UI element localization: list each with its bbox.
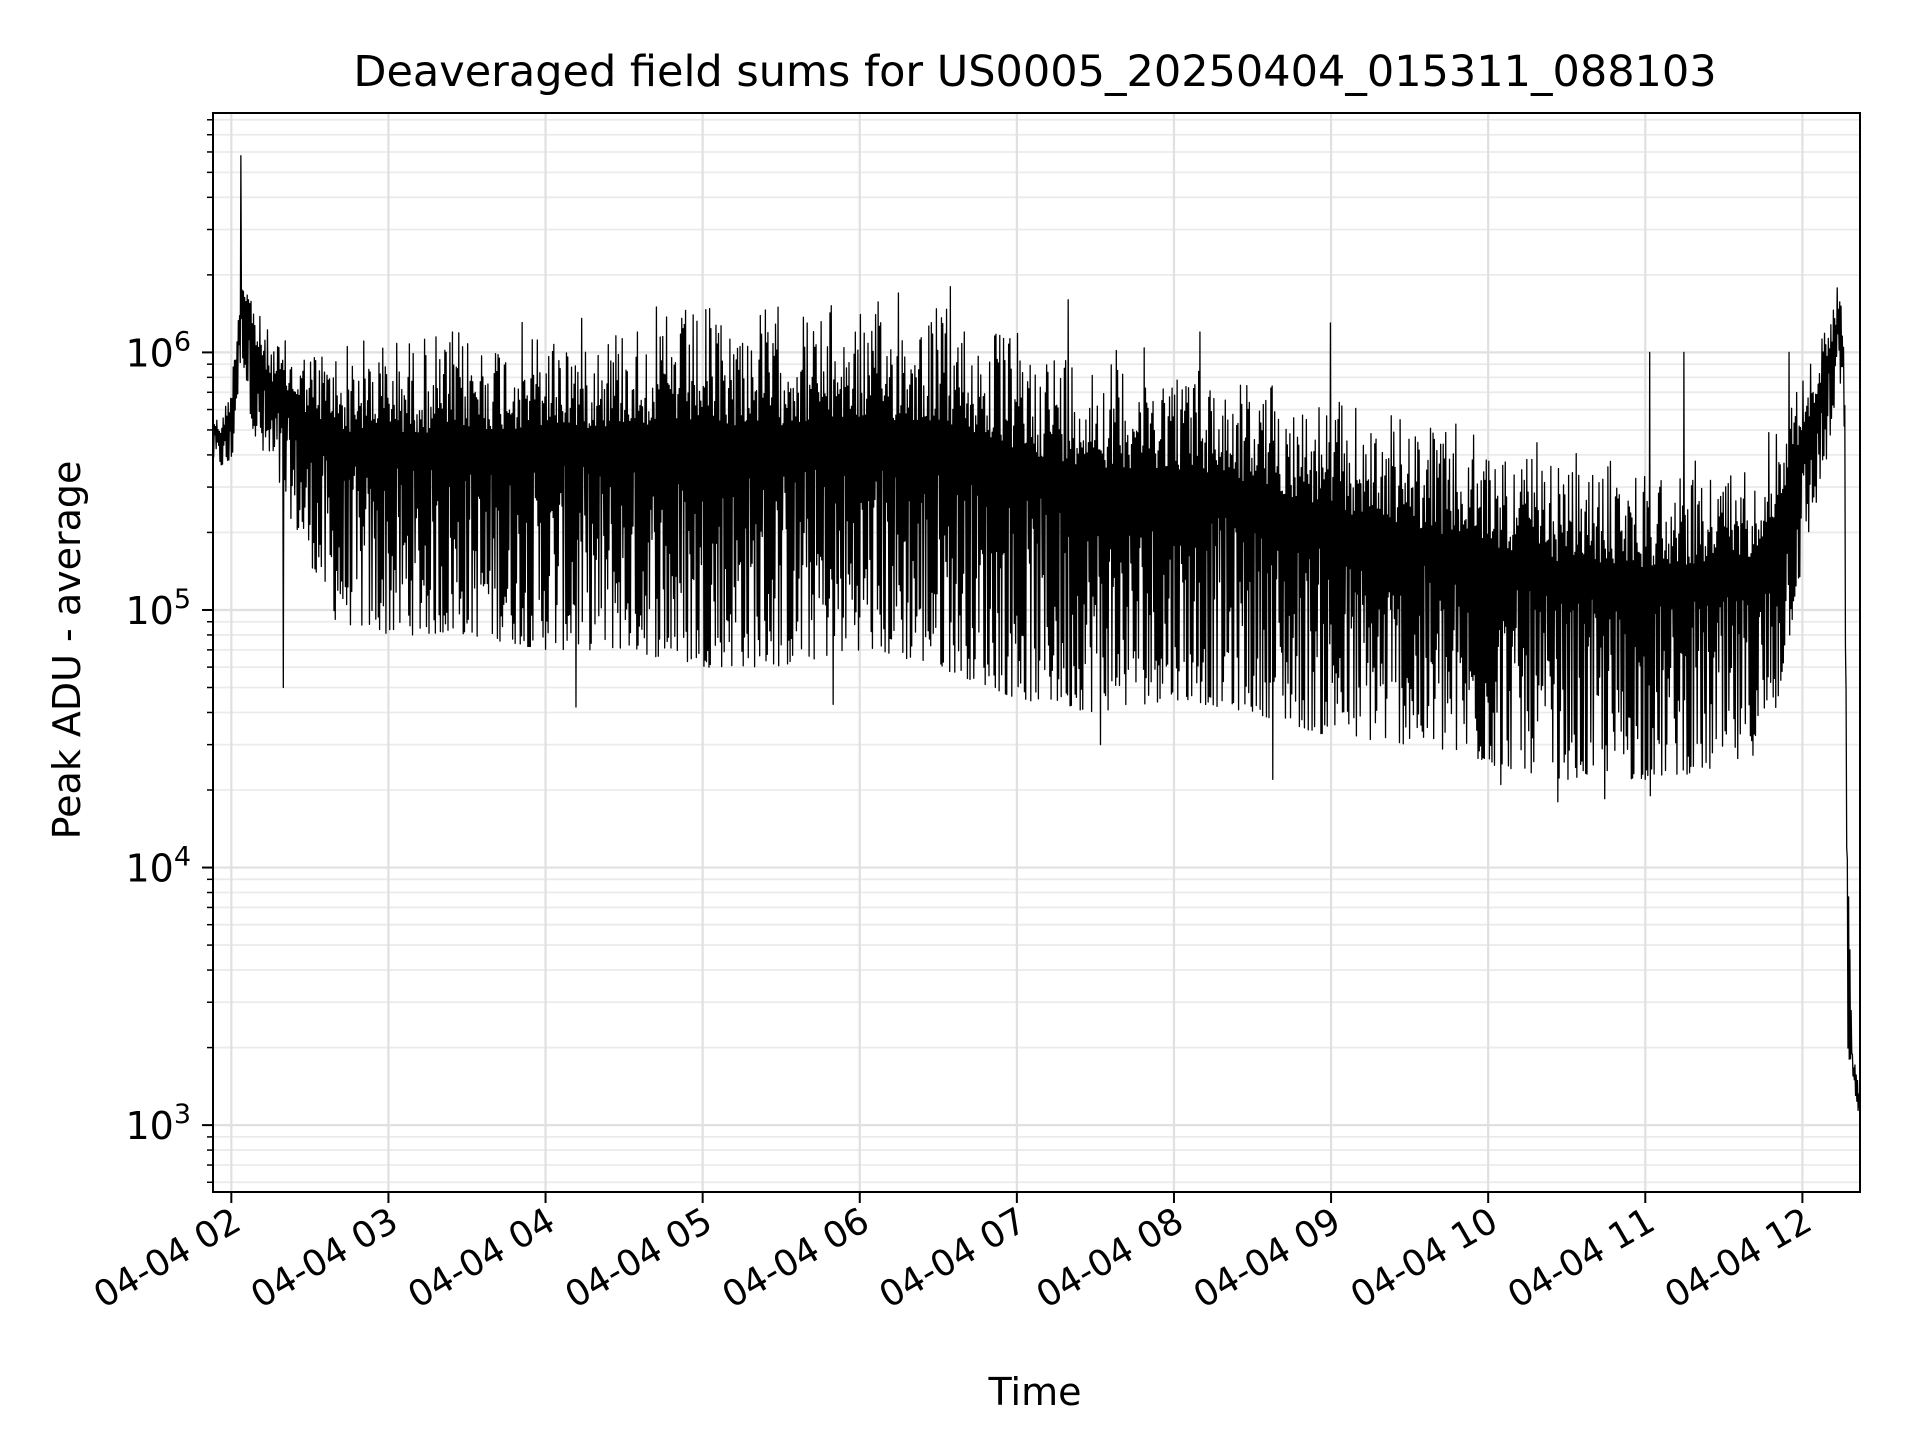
y-tick-label: 104 (125, 842, 191, 891)
y-axis-label: Peak ADU - average (45, 461, 89, 840)
series-line (212, 155, 1861, 1111)
chart-title: Deaveraged field sums for US0005_2025040… (353, 47, 1716, 97)
y-axis: 103 104 105 106 (125, 119, 213, 1184)
y-tick-label: 105 (125, 584, 191, 633)
x-axis-label: Time (988, 1370, 1082, 1414)
series-layer (212, 155, 1861, 1111)
y-tick-label: 106 (125, 326, 191, 375)
y-tick-label: 103 (125, 1099, 191, 1148)
plot-area-frame (212, 112, 1861, 1193)
